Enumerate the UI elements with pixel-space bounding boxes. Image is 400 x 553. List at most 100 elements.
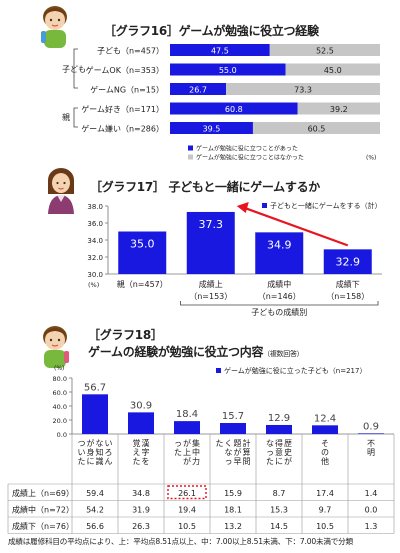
group-label: 子どもの成績別: [251, 307, 307, 317]
x-tick-label: 集中力が上がった: [174, 438, 200, 466]
table-cell: 9.7: [319, 506, 332, 515]
value-label: 15.7: [222, 411, 244, 422]
y-tick-label: 36.0: [87, 220, 103, 228]
y-tick-label: 32.0: [87, 254, 103, 262]
bar: [186, 211, 235, 274]
bar-yes: [170, 63, 286, 76]
bar-yes: [170, 102, 298, 115]
footnote: 成績は履修科目の平均点により、上：平均点8.51点以上、中：7.00以上8.51…: [8, 537, 353, 546]
table-cell: 34.8: [132, 489, 150, 498]
bar: [118, 231, 167, 274]
row-label: ゲームNG（n=15）: [90, 85, 164, 95]
bar: [174, 421, 200, 434]
woman-avatar-icon: [48, 168, 74, 214]
table-cell: 14.5: [270, 522, 288, 531]
x-tick-label: 漢字を覚えた: [133, 438, 150, 466]
group-bracket: [180, 301, 379, 306]
value-label: 18.4: [176, 409, 198, 420]
group-label-child: 子ども: [62, 65, 86, 74]
value-label: 32.9: [336, 255, 361, 268]
x-tick-label: 親（n=457）: [117, 279, 168, 289]
value-label-yes: 39.5: [203, 125, 221, 134]
table-cell: 15.3: [270, 506, 288, 515]
bar: [220, 423, 246, 434]
table-cell: 1.3: [365, 522, 378, 531]
legend-label: 子どもと一緒にゲームをする（計）: [270, 201, 382, 210]
graph18-title-note: （複数回答）: [263, 350, 304, 358]
bar: [128, 412, 154, 434]
x-tick-label: いろんな知識が身についた: [78, 438, 113, 466]
value-label-yes: 55.0: [219, 66, 237, 75]
graph18-chart: 80.0 60.0 40.0 20.0 0.0 (%) ゲームが勉強に役に立った子ども（n=…: [7, 365, 395, 534]
row-label: 子ども（n=457）: [97, 47, 164, 56]
unit-label: (%): [366, 155, 376, 162]
bar: [323, 249, 372, 274]
row-label: ゲーム嫌い（n=286）: [81, 124, 164, 134]
x-tick-n-label: （n=158）: [326, 292, 369, 301]
graph17-section: ［グラフ17］ 子どもと一緒にゲームするか 38.0 36.0 34.0 32.0 30…: [0, 160, 400, 320]
graph17-chart: 38.0 36.0 34.0 32.0 30.0 (%) 35.0 親（n=457） 37.3 成…: [87, 201, 382, 317]
table-cell: 19.4: [178, 506, 196, 515]
legend-swatch: [216, 368, 221, 373]
y-tick-label: 60.0: [53, 389, 67, 397]
value-label: 56.7: [84, 382, 106, 393]
bar-no: [269, 44, 380, 56]
table-cell: 26.3: [132, 522, 150, 531]
trend-arrow-line: [244, 206, 349, 247]
table-cell: 54.2: [86, 506, 104, 515]
table-row-label: 成績下（n=76）: [12, 521, 74, 531]
x-tick-n-label: （n=153）: [189, 292, 232, 301]
x-tick-label: 計算問題が早くなった: [216, 438, 251, 466]
value-label-no: 60.5: [308, 125, 326, 134]
table-cell: 18.1: [224, 506, 242, 515]
y-tick-label: 0.0: [57, 431, 67, 439]
table-cell: 10.5: [178, 522, 196, 531]
value-label-yes: 47.5: [211, 47, 229, 56]
graph16-title: ［グラフ16］ゲームが勉強に役立つ経験: [104, 24, 319, 38]
y-tick-label: 30.0: [87, 271, 103, 279]
legend-label-yes: ゲームが勉強に役に立つことがあった: [196, 145, 298, 153]
bar: [312, 425, 338, 434]
highlight-box: [167, 485, 207, 500]
y-tick-label: 34.0: [87, 237, 103, 245]
table-cell: 56.6: [86, 522, 104, 531]
y-tick-label: 40.0: [53, 403, 67, 411]
table-cell: 15.9: [224, 489, 242, 498]
bar: [82, 394, 108, 434]
y-tick-label: 20.0: [53, 417, 67, 425]
value-label-no: 73.3: [294, 86, 312, 95]
row-label: ゲームOK（n=353）: [86, 65, 164, 75]
table-cell: 17.4: [316, 489, 334, 498]
graph17-title: ［グラフ17］ 子どもと一緒にゲームするか: [90, 180, 320, 194]
table-cell: 13.2: [224, 522, 242, 531]
y-tick-label: 80.0: [53, 375, 67, 383]
table-cell: 26.1: [178, 489, 196, 498]
legend-label-no: ゲームが勉強に役に立つことはなかった: [196, 154, 304, 162]
graph16-section: ［グラフ16］ゲームが勉強に役立つ経験 子ども親 子ども（n=457） 47.5 52…: [0, 0, 400, 162]
graph18-section: ［グラフ18］ ゲームの経験が勉強に役立つ内容（複数回答） 80.0 60.0 40…: [0, 320, 400, 553]
table-cell: 10.5: [316, 522, 334, 531]
graph18-title: ゲームの経験が勉強に役立つ内容（複数回答）: [88, 343, 304, 360]
legend-label: ゲームが勉強に役に立った子ども（n=217）: [224, 366, 366, 375]
value-label-no: 52.5: [316, 47, 334, 56]
bracket-parent: [73, 107, 78, 128]
boy-avatar-icon: [41, 6, 67, 48]
table-cell: 1.4: [365, 489, 378, 498]
bar: [358, 433, 384, 434]
bar-no: [252, 122, 380, 134]
table-cell: 31.9: [132, 506, 150, 515]
table-cell: 0.0: [365, 506, 378, 515]
row-label: ゲーム好き（n=171）: [81, 104, 164, 114]
x-tick-label: 不明: [367, 439, 375, 457]
bar: [266, 424, 292, 434]
table-row-label: 成績中（n=72）: [12, 505, 74, 515]
bar: [255, 232, 304, 274]
legend-swatch-no: [188, 154, 193, 160]
x-tick-label: 成績上: [199, 279, 223, 289]
bracket-child: [73, 48, 78, 89]
value-label: 12.9: [268, 413, 290, 424]
value-label: 35.0: [130, 238, 155, 251]
x-tick-label: 成績下: [336, 279, 360, 289]
table-cell: 59.4: [86, 489, 104, 498]
